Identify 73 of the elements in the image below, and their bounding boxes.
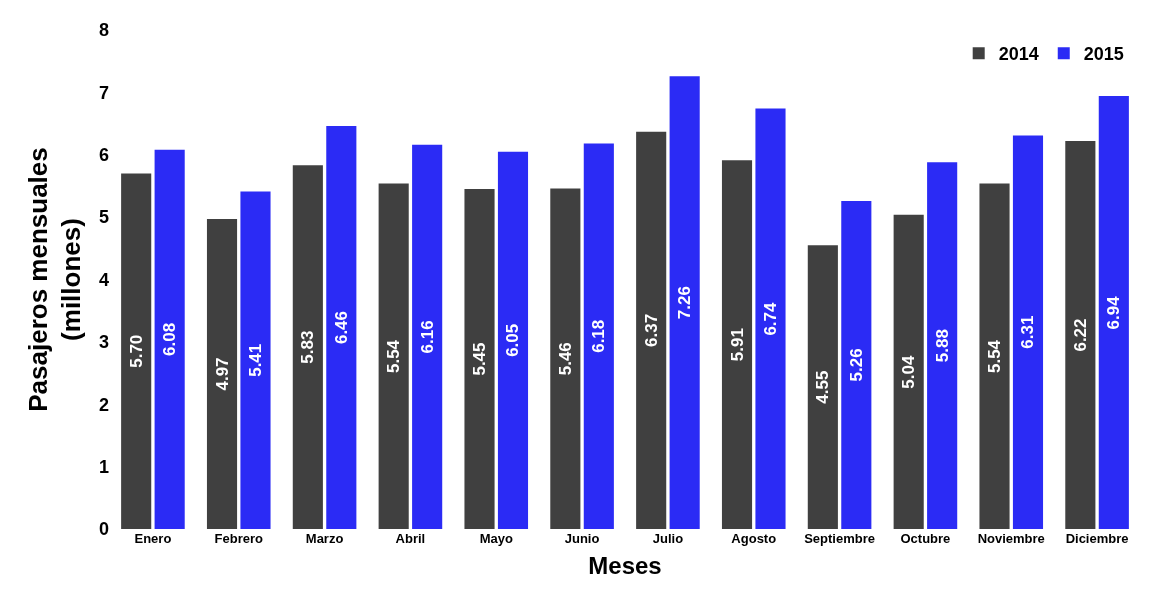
data-label: 6.05 bbox=[503, 323, 523, 357]
bar bbox=[550, 188, 581, 529]
data-label: 5.26 bbox=[846, 348, 866, 382]
bar bbox=[893, 214, 924, 529]
bar bbox=[721, 160, 753, 529]
x-tick-label: Septiembre bbox=[804, 531, 875, 546]
data-label: 6.74 bbox=[760, 301, 780, 336]
y-tick-label: 0 bbox=[98, 519, 109, 540]
x-tick-label: Octubre bbox=[900, 531, 951, 546]
data-label: 4.97 bbox=[212, 357, 232, 391]
data-label: 6.31 bbox=[1018, 315, 1038, 349]
x-tick-label: Agosto bbox=[731, 531, 777, 546]
y-tick-label: 7 bbox=[98, 82, 109, 103]
bar bbox=[1065, 141, 1096, 529]
y-tick-label: 8 bbox=[98, 20, 109, 41]
data-label: 5.54 bbox=[985, 339, 1005, 374]
x-tick-label: Mayo bbox=[479, 531, 513, 546]
bar bbox=[412, 144, 443, 529]
bar bbox=[206, 219, 238, 529]
bar bbox=[326, 126, 357, 529]
data-label: 6.18 bbox=[589, 319, 609, 353]
data-label: 5.41 bbox=[245, 343, 265, 377]
x-tick-label: Diciembre bbox=[1065, 531, 1129, 546]
bar bbox=[240, 191, 271, 529]
y-tick-label: 1 bbox=[98, 456, 109, 477]
y-tick-label: 2 bbox=[98, 394, 109, 415]
data-label: 6.16 bbox=[417, 320, 437, 354]
data-label: 6.46 bbox=[331, 310, 351, 345]
data-label: 6.22 bbox=[1070, 318, 1090, 352]
data-label: 5.54 bbox=[384, 339, 404, 374]
x-tick-label: Noviembre bbox=[977, 531, 1045, 546]
bar bbox=[755, 108, 786, 529]
data-label: 5.91 bbox=[727, 328, 747, 362]
y-tick-label: 4 bbox=[98, 269, 109, 290]
data-label: 5.46 bbox=[555, 342, 575, 376]
data-label: 5.70 bbox=[126, 334, 146, 368]
bar bbox=[378, 183, 409, 529]
legend-label: 2015 bbox=[1083, 44, 1124, 65]
bar bbox=[636, 131, 667, 529]
x-tick-label: Febrero bbox=[214, 531, 264, 546]
y-tick-label: 3 bbox=[98, 332, 109, 353]
y-axis-title: Pasajeros mensuales (millones) bbox=[22, 147, 87, 412]
bar bbox=[669, 76, 700, 529]
x-tick-label: Abril bbox=[395, 531, 426, 546]
x-tick-label: Enero bbox=[134, 531, 172, 546]
x-tick-label: Marzo bbox=[305, 531, 344, 546]
data-label: 6.08 bbox=[160, 322, 180, 356]
data-label: 6.94 bbox=[1104, 295, 1124, 330]
bar bbox=[1012, 135, 1044, 529]
y-tick-label: 5 bbox=[98, 207, 109, 228]
x-tick-label: Julio bbox=[652, 531, 684, 546]
bar bbox=[1098, 96, 1129, 529]
x-tick-label: Junio bbox=[564, 531, 600, 546]
data-label: 5.83 bbox=[298, 330, 318, 364]
legend-label: 2014 bbox=[998, 44, 1039, 65]
x-axis-title: Meses bbox=[588, 552, 662, 580]
bar bbox=[979, 183, 1010, 529]
data-label: 6.37 bbox=[641, 313, 661, 347]
data-label: 4.55 bbox=[813, 370, 833, 404]
bar bbox=[497, 151, 529, 529]
bar bbox=[841, 200, 872, 529]
data-label: 5.45 bbox=[470, 342, 490, 376]
data-label: 5.88 bbox=[932, 329, 952, 363]
bar bbox=[927, 162, 958, 529]
bar bbox=[121, 173, 152, 529]
bar bbox=[154, 149, 185, 529]
bar bbox=[807, 245, 838, 529]
data-label: 5.04 bbox=[899, 355, 919, 389]
bar bbox=[292, 165, 323, 529]
data-label: 7.26 bbox=[675, 286, 695, 320]
y-tick-label: 6 bbox=[98, 145, 109, 166]
bar bbox=[464, 189, 495, 529]
bar bbox=[583, 143, 614, 529]
